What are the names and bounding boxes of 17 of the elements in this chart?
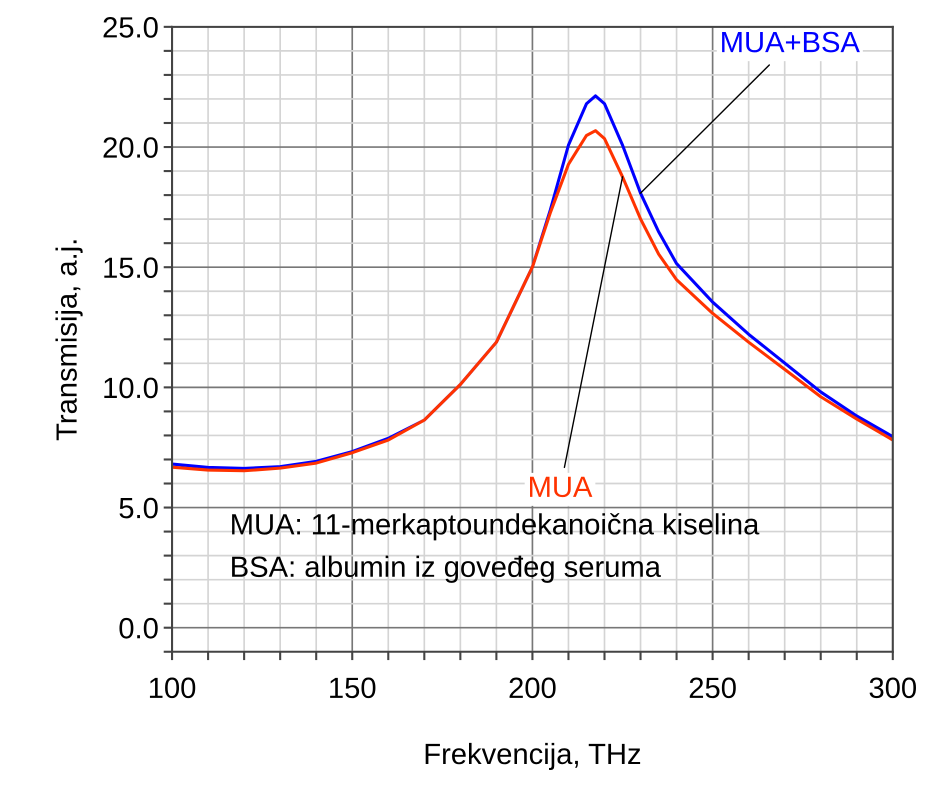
y-tick-label: 10.0 — [104, 378, 158, 398]
y-tick-label: 15.0 — [104, 257, 158, 278]
x-tick-label: 150 — [330, 678, 376, 698]
y-tick-label: 5.0 — [119, 498, 158, 518]
y-tick-label: 25.0 — [104, 17, 158, 38]
text: MUA — [530, 476, 592, 498]
x-tick-label: 100 — [150, 678, 196, 698]
x-axis-title: Frekvencija, THz — [426, 742, 640, 770]
text: MUA+BSA — [722, 32, 860, 52]
x-tick-label: 250 — [690, 678, 736, 698]
x-tick-label: 200 — [510, 678, 556, 698]
x-tick-label: 300 — [870, 678, 916, 698]
y-tick-label: 0.0 — [119, 618, 158, 639]
annotation: BSA: albumin iz goveđeg seruma — [232, 556, 661, 583]
annotation: MUA: 11-merkaptoundekanoična kiselina — [232, 513, 760, 540]
y-axis-title: Transmisija, a.j. — [55, 240, 83, 440]
y-tick-label: 20.0 — [104, 137, 158, 158]
